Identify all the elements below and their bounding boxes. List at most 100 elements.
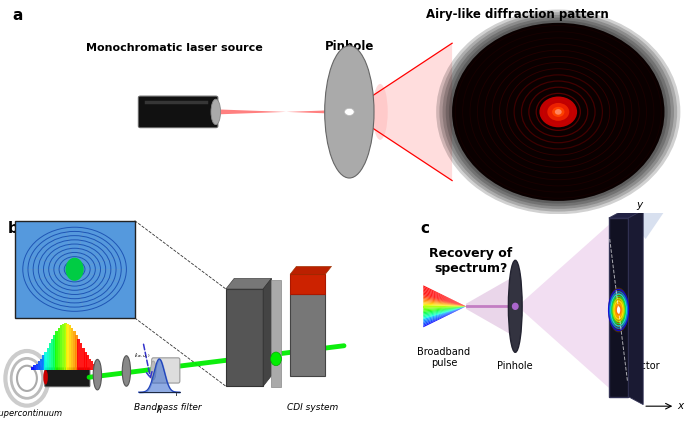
Polygon shape — [423, 306, 466, 313]
Ellipse shape — [446, 17, 671, 206]
Bar — [71, 328, 73, 371]
Polygon shape — [423, 306, 466, 310]
Polygon shape — [423, 294, 466, 306]
Text: $I_{(a.u.)}$: $I_{(a.u.)}$ — [134, 352, 151, 360]
Ellipse shape — [612, 297, 625, 323]
Circle shape — [345, 108, 354, 115]
Polygon shape — [423, 305, 466, 306]
Bar — [73, 331, 76, 371]
Polygon shape — [423, 306, 466, 312]
Polygon shape — [353, 43, 452, 181]
Polygon shape — [423, 298, 466, 306]
Text: Supercontinuum: Supercontinuum — [0, 409, 64, 418]
Bar — [45, 352, 47, 371]
Text: Bandpass filter: Bandpass filter — [134, 403, 201, 412]
Text: $\lambda$: $\lambda$ — [156, 404, 162, 415]
Polygon shape — [423, 295, 466, 306]
Bar — [290, 294, 325, 376]
Polygon shape — [423, 306, 466, 318]
Polygon shape — [522, 225, 609, 388]
Polygon shape — [423, 306, 466, 320]
Bar — [53, 335, 55, 371]
FancyBboxPatch shape — [45, 368, 90, 387]
Polygon shape — [423, 297, 466, 306]
Bar — [62, 324, 64, 371]
Polygon shape — [628, 210, 643, 405]
Bar — [40, 359, 42, 371]
Polygon shape — [423, 306, 466, 315]
Polygon shape — [216, 110, 342, 115]
FancyBboxPatch shape — [151, 358, 180, 383]
Circle shape — [66, 258, 84, 281]
Ellipse shape — [616, 305, 621, 314]
Ellipse shape — [436, 10, 680, 214]
Ellipse shape — [508, 260, 522, 352]
Polygon shape — [290, 266, 332, 274]
Text: y: y — [636, 200, 642, 210]
Polygon shape — [423, 287, 466, 306]
Polygon shape — [628, 210, 665, 239]
Polygon shape — [423, 285, 466, 306]
Polygon shape — [423, 306, 466, 322]
Bar — [14, 221, 135, 318]
Bar — [36, 363, 38, 371]
Text: Pinhole: Pinhole — [325, 40, 374, 53]
Text: Airy-like diffraction pattern: Airy-like diffraction pattern — [426, 8, 608, 21]
Bar — [58, 328, 60, 371]
Polygon shape — [423, 306, 466, 309]
Ellipse shape — [439, 12, 677, 211]
Text: Monochromatic laser source: Monochromatic laser source — [86, 43, 263, 53]
Text: b: b — [8, 221, 18, 236]
Text: c: c — [421, 221, 429, 236]
Ellipse shape — [552, 107, 564, 117]
Polygon shape — [423, 306, 466, 324]
Polygon shape — [423, 291, 466, 306]
Text: Pinhole: Pinhole — [497, 361, 533, 371]
Polygon shape — [423, 306, 466, 308]
Text: Detector: Detector — [617, 361, 660, 371]
Polygon shape — [423, 306, 466, 323]
Polygon shape — [423, 292, 466, 306]
Polygon shape — [423, 299, 466, 306]
Ellipse shape — [93, 360, 101, 390]
Bar — [90, 361, 93, 371]
Polygon shape — [609, 210, 643, 218]
Ellipse shape — [617, 308, 620, 313]
Ellipse shape — [373, 84, 388, 140]
Polygon shape — [609, 218, 628, 397]
Ellipse shape — [614, 301, 623, 319]
Ellipse shape — [608, 288, 629, 332]
Ellipse shape — [43, 370, 48, 385]
Bar — [47, 348, 49, 371]
Ellipse shape — [547, 103, 569, 121]
Ellipse shape — [540, 96, 577, 127]
Bar — [79, 343, 82, 371]
FancyBboxPatch shape — [138, 96, 218, 128]
Polygon shape — [423, 304, 466, 306]
Bar — [38, 361, 40, 371]
Bar — [290, 274, 325, 294]
Polygon shape — [466, 279, 510, 334]
Ellipse shape — [452, 23, 664, 201]
Bar — [51, 339, 53, 371]
Bar — [31, 367, 34, 371]
Bar — [93, 363, 96, 371]
Bar — [55, 331, 58, 371]
Bar — [68, 325, 71, 371]
Polygon shape — [263, 278, 271, 386]
Polygon shape — [423, 306, 466, 319]
Bar — [34, 365, 36, 371]
Bar — [95, 365, 98, 371]
Circle shape — [271, 352, 282, 366]
Polygon shape — [423, 306, 466, 326]
Bar — [75, 335, 78, 371]
Polygon shape — [226, 278, 271, 289]
Ellipse shape — [443, 15, 674, 209]
Ellipse shape — [122, 356, 131, 386]
Bar — [49, 343, 51, 371]
Polygon shape — [423, 288, 466, 306]
Bar — [66, 324, 69, 371]
Bar — [271, 280, 281, 387]
Bar — [226, 289, 263, 386]
Polygon shape — [423, 289, 466, 306]
